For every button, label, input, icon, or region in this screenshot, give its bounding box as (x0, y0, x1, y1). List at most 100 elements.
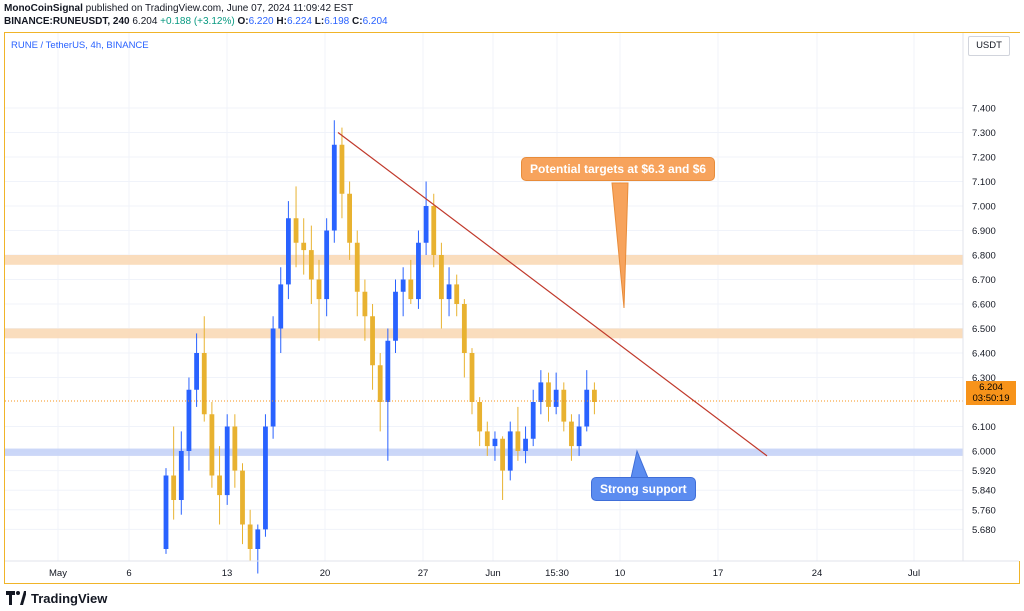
last-value: 6.204 (132, 16, 158, 27)
time-tick-label: 13 (222, 568, 233, 579)
price-axis (963, 33, 1020, 561)
candle (393, 279, 398, 353)
targets-callout-pointer (611, 182, 629, 309)
low-value: 6.198 (324, 16, 350, 27)
candle (446, 267, 452, 317)
candle (523, 426, 528, 464)
candle-body (484, 431, 490, 447)
price-tick-label: 7.200 (972, 153, 996, 164)
price-tick-label: 7.400 (972, 104, 996, 115)
candle (423, 181, 429, 255)
candle-body (408, 279, 414, 300)
price-tick-label: 5.680 (972, 525, 996, 536)
price-tick-label: 6.600 (972, 300, 996, 311)
high-label: H: (276, 16, 287, 27)
candle (576, 414, 582, 456)
candle-body (171, 475, 177, 500)
candle (316, 259, 322, 341)
candle (553, 372, 559, 415)
candle (263, 414, 268, 537)
last-price-value: 6.204 (979, 382, 1003, 393)
time-tick-label: 17 (713, 568, 724, 579)
open-label: O: (237, 16, 249, 27)
candle (530, 389, 536, 447)
low-label: L: (314, 16, 325, 27)
candle-body (240, 470, 245, 525)
candle (224, 414, 230, 505)
candle-body (278, 284, 284, 329)
candle (308, 225, 314, 304)
open-value: 6.220 (248, 16, 274, 27)
candle-body (232, 426, 238, 471)
chart-legend-symbol[interactable]: RUNE / TetherUS, 4h, BINANCE (11, 40, 149, 51)
author-name[interactable]: MonoCoinSignal (4, 3, 83, 14)
candle-body (247, 524, 253, 549)
support-callout[interactable]: Strong support (591, 477, 696, 501)
time-tick-label: 27 (418, 568, 429, 579)
high-value: 6.224 (286, 16, 312, 27)
candle-body (301, 242, 307, 251)
candle-body (530, 402, 536, 439)
candle (538, 370, 544, 415)
candle-body (400, 279, 406, 292)
candle-body (416, 242, 421, 300)
currency-button[interactable]: USDT (968, 36, 1010, 56)
candle (324, 218, 330, 317)
candle-body (255, 529, 261, 549)
candle (286, 201, 291, 300)
candle (186, 377, 192, 471)
price-tick-label: 6.100 (972, 422, 996, 433)
candle-body (385, 340, 391, 402)
candle-body (370, 316, 375, 366)
candle-body (217, 475, 222, 496)
candle (461, 299, 467, 378)
candle (370, 304, 375, 390)
candle (400, 267, 406, 317)
resistance-zone (5, 328, 963, 339)
candle-body (507, 431, 513, 471)
time-tick-label: Jun (485, 568, 500, 579)
time-tick-label: May (49, 568, 67, 579)
grid-lines (5, 33, 963, 561)
candle (247, 509, 253, 562)
candle-body (286, 218, 291, 285)
candle (293, 186, 299, 268)
candle-body (331, 144, 337, 231)
descending-trendline (337, 132, 768, 457)
candle-body (592, 389, 597, 402)
candles (163, 120, 597, 574)
candle (232, 414, 238, 488)
price-tick-label: 7.100 (972, 177, 996, 188)
candle (339, 127, 345, 219)
close-value: 6.204 (362, 16, 388, 27)
tradingview-logo-icon (6, 591, 26, 605)
ohlc-line: BINANCE:RUNEUSDT, 240 6.204 +0.188 (+3.1… (4, 16, 388, 27)
bar-countdown: 03:50:19 (972, 393, 1010, 404)
symbol-resolution: BINANCE:RUNEUSDT, 240 (4, 16, 130, 27)
targets-callout[interactable]: Potential targets at $6.3 and $6 (521, 157, 716, 181)
candle (592, 382, 597, 415)
time-tick-label: 20 (320, 568, 331, 579)
candle (561, 382, 567, 432)
candle-body (163, 475, 169, 549)
candle-body (569, 421, 574, 447)
candle-body (224, 426, 230, 496)
candle-body (324, 230, 330, 300)
candle (515, 406, 521, 461)
price-tick-label: 7.300 (972, 128, 996, 139)
candle-body (308, 250, 314, 280)
candle (331, 120, 337, 243)
price-tick-label: 5.760 (972, 505, 996, 516)
candle (469, 348, 475, 415)
time-tick-label: 6 (126, 568, 131, 579)
candle-body (461, 304, 467, 353)
price-tick-label: 6.700 (972, 275, 996, 286)
candle-body (500, 438, 505, 471)
footer-brand[interactable]: TradingView (6, 588, 107, 608)
drawings (5, 132, 963, 479)
candle (201, 316, 207, 422)
candle-body (553, 389, 559, 407)
candle-body (347, 193, 352, 243)
publication-line: MonoCoinSignal published on TradingView.… (4, 3, 353, 14)
